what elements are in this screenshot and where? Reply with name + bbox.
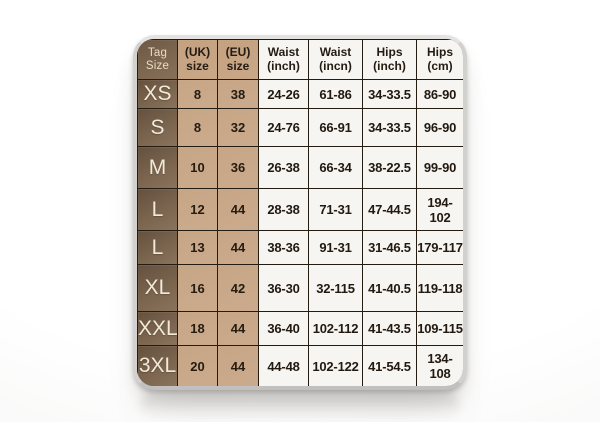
hips-cm-cell: 194-102: [416, 188, 463, 231]
column-header-eu-size: (EU) size: [217, 39, 259, 80]
table-row: XS 8 38 24-26 61-86 34-33.5 86-90: [137, 79, 463, 109]
size-chart-card-face: Tag Size (UK) size (EU) size Waist (inch) Waist(…: [137, 39, 463, 386]
size-chart-table: Tag Size (UK) size (EU) size Waist (inch) Waist(…: [137, 39, 463, 386]
waist-incn-cell: 71-31: [308, 188, 363, 231]
column-header-eu-size-line2: size: [226, 58, 250, 73]
column-header-uk-size-line2: size: [186, 58, 209, 73]
eu-size-cell: 44: [217, 345, 259, 386]
table-row: M 10 36 26-38 66-34 38-22.5 99-90: [137, 146, 463, 189]
column-header-waist-inch-line1: Waist: [267, 45, 300, 60]
waist-incn-cell: 91-31: [308, 230, 363, 265]
table-header-row: Tag Size (UK) size (EU) size Waist (inch) Waist(…: [137, 39, 463, 80]
uk-size-cell: 20: [177, 345, 218, 386]
waist-inch-cell: 38-36: [258, 230, 309, 265]
hips-inch-cell: 38-22.5: [362, 146, 417, 189]
eu-size-cell: 44: [217, 311, 259, 346]
hips-inch-cell: 47-44.5: [362, 188, 417, 231]
hips-inch-cell: 34-33.5: [362, 79, 417, 109]
waist-inch-cell: 36-30: [258, 264, 309, 312]
hips-inch-cell: 34-33.5: [362, 108, 417, 147]
table-row: XL 16 42 36-30 32-115 41-40.5 119-118: [137, 264, 463, 312]
column-header-tag-size-line1: Tag: [147, 46, 168, 59]
card-reflection: [141, 394, 459, 418]
eu-size-cell: 38: [217, 79, 259, 109]
hips-cm-cell: 99-90: [416, 146, 463, 189]
column-header-tag-size: Tag Size: [137, 39, 178, 80]
hips-inch-cell: 31-46.5: [362, 230, 417, 265]
eu-size-cell: 32: [217, 108, 259, 147]
column-header-hips-inch-line2: (inch): [373, 58, 406, 73]
waist-incn-cell: 102-122: [308, 345, 363, 386]
eu-size-cell: 44: [217, 188, 259, 231]
size-chart-card: Tag Size (UK) size (EU) size Waist (inch) Waist(…: [133, 35, 467, 390]
hips-inch-cell: 41-43.5: [362, 311, 417, 346]
uk-size-cell: 16: [177, 264, 218, 312]
waist-incn-cell: 32-115: [308, 264, 363, 312]
table-row: 3XL 20 44 44-48 102-122 41-54.5 134-108: [137, 345, 463, 386]
waist-inch-cell: 36-40: [258, 311, 309, 346]
hips-cm-cell: 179-117: [416, 230, 463, 265]
column-header-eu-size-line1: (EU): [225, 45, 251, 60]
waist-incn-cell: 102-112: [308, 311, 363, 346]
waist-incn-cell: 66-91: [308, 108, 363, 147]
column-header-uk-size-line1: (UK): [184, 45, 211, 60]
tag-size-cell: XXL: [137, 311, 178, 346]
column-header-waist-inch: Waist (inch): [258, 39, 309, 80]
hips-cm-cell: 134-108: [416, 345, 463, 386]
waist-inch-cell: 24-26: [258, 79, 309, 109]
column-header-waist-incn-line2: (incn): [319, 58, 352, 73]
column-header-waist-incn-line1: Waist: [319, 45, 352, 60]
hips-inch-cell: 41-54.5: [362, 345, 417, 386]
waist-inch-cell: 28-38: [258, 188, 309, 231]
uk-size-cell: 12: [177, 188, 218, 231]
column-header-hips-inch: Hips (inch): [362, 39, 417, 80]
waist-inch-cell: 24-76: [258, 108, 309, 147]
tag-size-cell: XL: [137, 264, 178, 312]
uk-size-cell: 8: [177, 108, 218, 147]
uk-size-cell: 10: [177, 146, 218, 189]
hips-cm-cell: 109-115: [416, 311, 463, 346]
waist-inch-cell: 44-48: [258, 345, 309, 386]
column-header-waist-inch-line2: (inch): [267, 58, 300, 73]
uk-size-cell: 13: [177, 230, 218, 265]
table-row: L 12 44 28-38 71-31 47-44.5 194-102: [137, 188, 463, 231]
column-header-hips-cm-line2: (cm): [427, 58, 453, 73]
waist-incn-cell: 61-86: [308, 79, 363, 109]
column-header-hips-cm: Hips (cm): [416, 39, 463, 80]
tag-size-cell: S: [137, 108, 178, 147]
uk-size-cell: 8: [177, 79, 218, 109]
eu-size-cell: 44: [217, 230, 259, 265]
column-header-hips-inch-line1: Hips: [376, 45, 403, 60]
column-header-hips-cm-line1: Hips: [426, 45, 453, 60]
waist-incn-cell: 66-34: [308, 146, 363, 189]
tag-size-cell: M: [137, 146, 178, 189]
table-row: L 13 44 38-36 91-31 31-46.5 179-117: [137, 230, 463, 265]
eu-size-cell: 36: [217, 146, 259, 189]
waist-inch-cell: 26-38: [258, 146, 309, 189]
table-body: XS 8 38 24-26 61-86 34-33.5 86-90 S 8 32 24-76 66-9…: [137, 79, 463, 386]
uk-size-cell: 18: [177, 311, 218, 346]
tag-size-cell: L: [137, 230, 178, 265]
hips-cm-cell: 86-90: [416, 79, 463, 109]
column-header-waist-incn: Waist (incn): [308, 39, 363, 80]
tag-size-cell: XS: [137, 79, 178, 109]
eu-size-cell: 42: [217, 264, 259, 312]
table-row: XXL 18 44 36-40 102-112 41-43.5 109-115: [137, 311, 463, 346]
table-header: Tag Size (UK) size (EU) size Waist (inch) Waist(…: [137, 39, 463, 80]
tag-size-cell: 3XL: [137, 345, 178, 386]
hips-cm-cell: 119-118: [416, 264, 463, 312]
table-row: S 8 32 24-76 66-91 34-33.5 96-90: [137, 108, 463, 147]
hips-cm-cell: 96-90: [416, 108, 463, 147]
column-header-tag-size-line2: Size: [145, 59, 170, 72]
column-header-uk-size: (UK) size: [177, 39, 218, 80]
tag-size-cell: L: [137, 188, 178, 231]
hips-inch-cell: 41-40.5: [362, 264, 417, 312]
